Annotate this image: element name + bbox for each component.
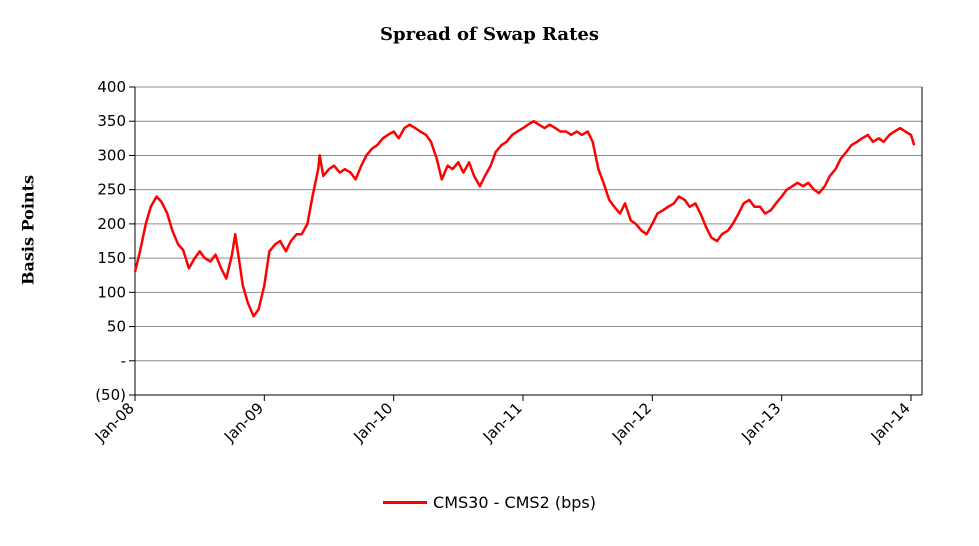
x-tick-label: Jan-14	[867, 399, 914, 446]
y-tick-label: -	[121, 352, 126, 370]
y-tick-label: 100	[97, 283, 126, 301]
y-tick-label: 150	[97, 249, 126, 267]
y-tick-label: 200	[97, 215, 126, 233]
y-tick-label: (50)	[95, 386, 126, 404]
x-tick-label: Jan-11	[479, 399, 526, 446]
y-tick-label: 350	[97, 112, 126, 130]
x-tick-label: Jan-10	[349, 399, 396, 446]
y-tick-label: 250	[97, 181, 126, 199]
legend-swatch	[383, 501, 428, 504]
x-tick-label: Jan-08	[91, 399, 138, 446]
chart-title: Spread of Swap Rates	[380, 24, 599, 45]
legend: CMS30 - CMS2 (bps)	[0, 493, 979, 512]
x-tick-label: Jan-12	[608, 399, 655, 446]
y-tick-label: 50	[107, 318, 126, 336]
y-tick-label: 300	[97, 146, 126, 164]
series-line	[133, 119, 916, 318]
y-tick-label: 400	[97, 78, 126, 96]
x-tick-label: Jan-09	[220, 399, 267, 446]
x-tick-label: Jan-13	[737, 399, 784, 446]
legend-label: CMS30 - CMS2 (bps)	[433, 493, 596, 512]
